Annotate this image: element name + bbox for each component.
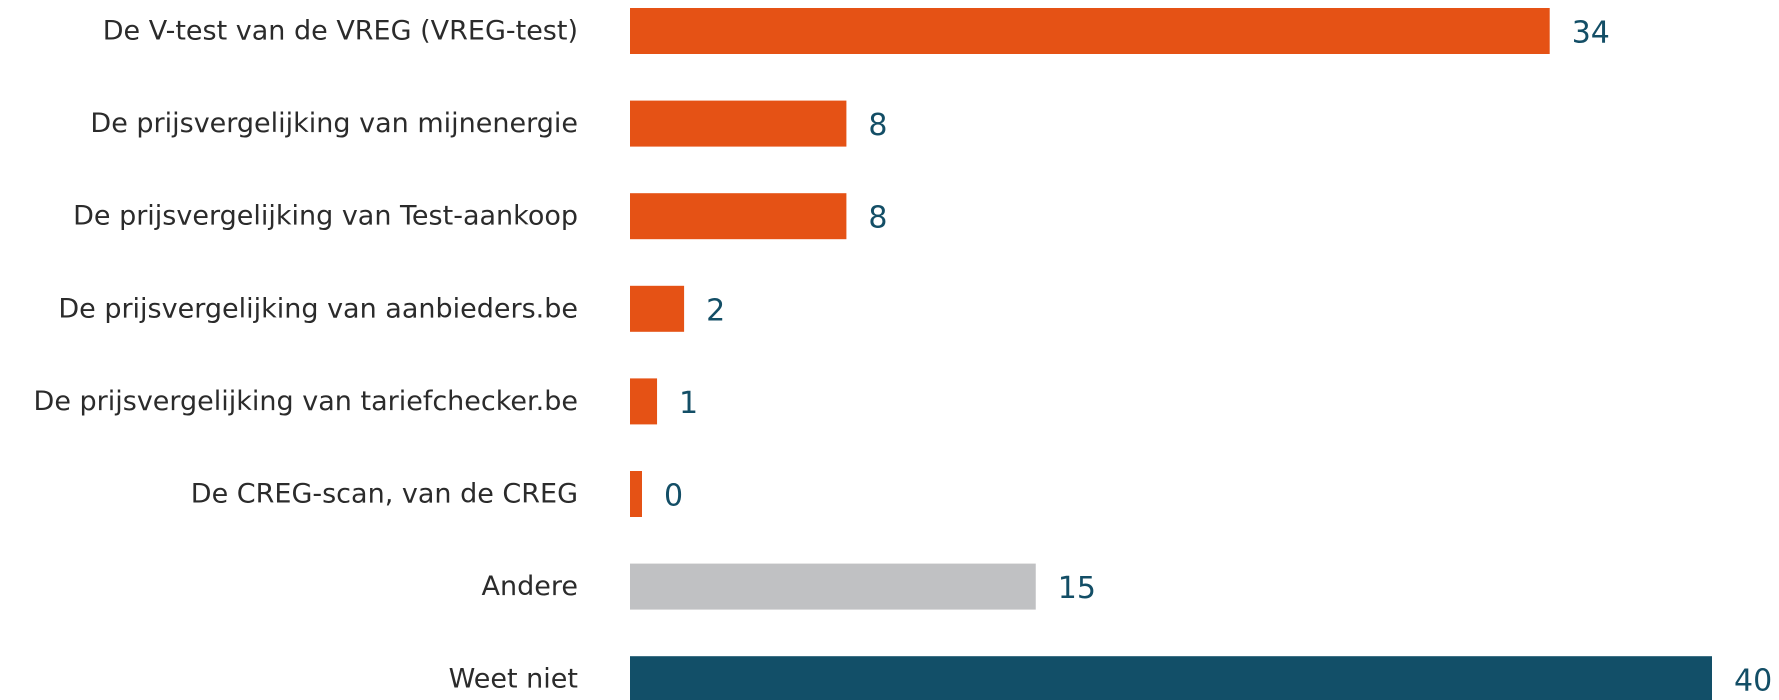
- category-label: De prijsvergelijking van tariefchecker.b…: [34, 386, 578, 417]
- value-label: 1: [679, 386, 698, 421]
- bars: [630, 8, 1712, 700]
- category-label: Weet niet: [449, 664, 578, 695]
- bar: [630, 656, 1712, 700]
- bar: [630, 563, 1036, 610]
- value-labels: 34 8 8 2 1 0 15 40: [664, 16, 1772, 699]
- category-label: De prijsvergelijking van mijnenergie: [90, 108, 578, 139]
- value-label: 8: [868, 201, 887, 236]
- value-label: 34: [1572, 16, 1610, 51]
- category-label: De V-test van de VREG (VREG-test): [103, 16, 578, 47]
- bar: [630, 285, 685, 332]
- value-label: 40: [1734, 664, 1772, 699]
- bar: [630, 378, 658, 425]
- value-label: 8: [868, 108, 887, 143]
- category-label: De CREG-scan, van de CREG: [191, 479, 578, 510]
- category-label: De prijsvergelijking van Test-aankoop: [73, 201, 578, 232]
- value-label: 15: [1058, 571, 1096, 606]
- bar: [630, 8, 1550, 54]
- value-label: 2: [706, 293, 725, 328]
- category-label: Andere: [482, 571, 578, 602]
- bar: [630, 193, 847, 240]
- category-labels: De V-test van de VREG (VREG-test) De prij…: [34, 16, 578, 695]
- bar: [630, 100, 847, 147]
- value-label: 0: [664, 479, 683, 514]
- category-label: De prijsvergelijking van aanbieders.be: [58, 293, 578, 324]
- bar: [630, 471, 642, 517]
